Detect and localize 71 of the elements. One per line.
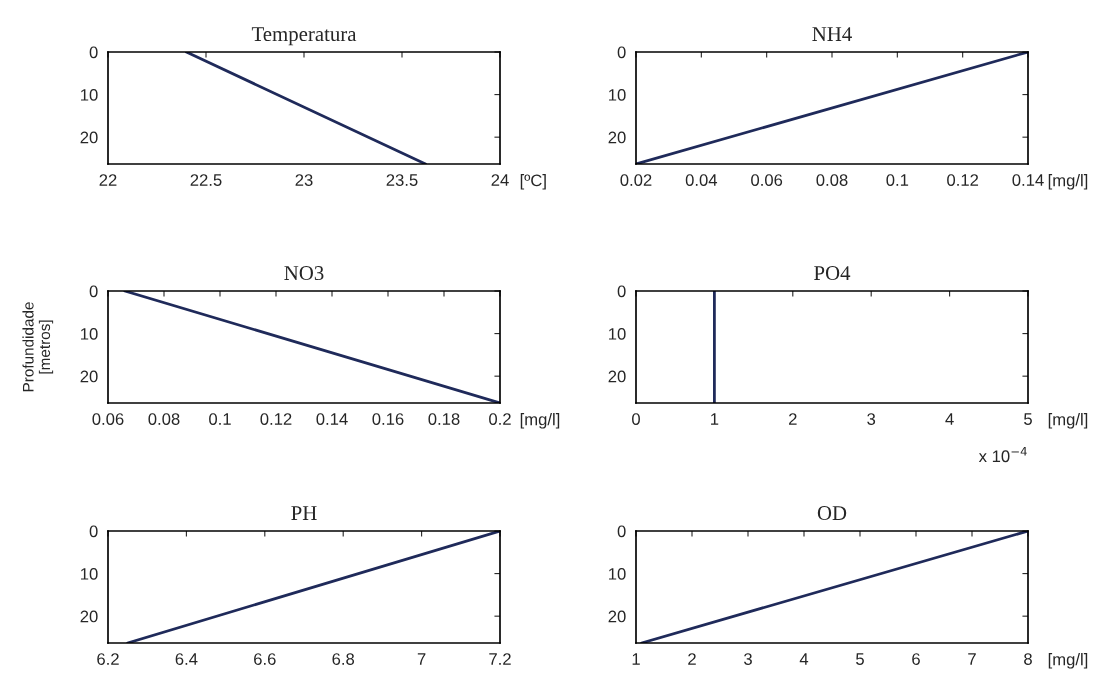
chart-title: PO4 <box>814 266 851 281</box>
x-tick-label: 6.6 <box>254 653 276 665</box>
y-tick-label: 20 <box>608 370 626 383</box>
y-tick-label: 0 <box>89 525 98 538</box>
x-tick-label: 6 <box>912 653 920 665</box>
x-tick-label: 1 <box>711 413 719 425</box>
y-tick-label: 20 <box>80 370 98 383</box>
x-tick-label: 0.02 <box>620 174 652 186</box>
text: x 10$^{−4}$ <box>978 447 1027 463</box>
y-tick-label: 10 <box>609 88 626 101</box>
x-tick-label: 5 <box>856 653 864 665</box>
x-tick-label: 0.14 <box>316 413 348 425</box>
x-tick-label: 0.14 <box>1012 174 1044 186</box>
x-tick-label: 5 <box>1024 413 1032 425</box>
x-tick-label: 0.1 <box>886 174 909 186</box>
x-tick-label: 4 <box>945 413 954 425</box>
x-axis-title: [mg/l] <box>1048 413 1088 429</box>
y-tick-label: 0 <box>89 46 98 59</box>
y-tick-label: 20 <box>608 610 626 623</box>
x-tick-label: 3 <box>744 653 752 665</box>
x-tick-label: 24 <box>491 174 509 186</box>
x-tick-label: 3 <box>867 413 876 425</box>
x-tick-label: 0.16 <box>372 413 404 425</box>
x-tick-label: 0 <box>632 413 640 425</box>
x-tick-label: 0.2 <box>489 413 511 425</box>
x-tick-label: 1 <box>632 653 640 665</box>
chart-title: NH4 <box>812 27 852 41</box>
y-tick-label: 0 <box>617 46 626 59</box>
x-tick-label: 23 <box>295 174 313 186</box>
x-tick-label: 7.2 <box>489 653 511 665</box>
y-tick-label: 0 <box>617 285 626 298</box>
x-axis-title: [mg/l] <box>1048 653 1088 669</box>
x-tick-label: 2 <box>688 653 696 665</box>
y-tick-label: 20 <box>80 610 98 623</box>
x-axis-title: [ºC] <box>520 174 546 190</box>
y-tick-label: 20 <box>608 131 626 144</box>
chart-title: OD <box>817 506 847 521</box>
x-tick-label: 0.06 <box>751 174 783 186</box>
y-tick-label: 10 <box>609 567 626 580</box>
x-tick-label: 0.12 <box>947 174 979 186</box>
x-tick-label: 0.1 <box>209 413 231 425</box>
y-tick-label: 10 <box>81 327 98 340</box>
x-axis-title: [mg/l] <box>520 413 560 429</box>
y-axis-title: Profundidade [metros] <box>22 302 54 392</box>
x-tick-label: 0.18 <box>428 413 460 425</box>
y-tick-label: 0 <box>89 285 98 298</box>
x-tick-label: 6.8 <box>332 653 355 665</box>
x-axis-title: [mg/l] <box>1048 174 1088 190</box>
x-tick-label: 6.2 <box>97 653 119 665</box>
x-tick-label: 22.5 <box>190 174 222 186</box>
chart-title: PH <box>291 506 317 520</box>
x-tick-label: 0.04 <box>685 174 718 186</box>
y-tick-label: 10 <box>81 567 98 580</box>
x-tick-label: 0.08 <box>148 413 180 425</box>
x-tick-label: 7 <box>968 653 976 665</box>
x-tick-label: 2 <box>789 413 797 425</box>
x-tick-label: 8 <box>1024 653 1032 665</box>
x-tick-label: 7 <box>417 653 426 665</box>
x-tick-label: 22 <box>99 174 117 186</box>
x-tick-label: 23.5 <box>386 174 418 186</box>
chart-title: Temperatura <box>251 27 357 46</box>
x-tick-label: 0.12 <box>260 413 292 425</box>
x-tick-label: 0.06 <box>92 413 124 425</box>
x-tick-label: 6.4 <box>175 653 198 665</box>
chart-title: NO3 <box>284 266 324 281</box>
y-tick-label: 10 <box>81 88 98 101</box>
y-tick-label: 20 <box>80 131 98 144</box>
y-tick-label: 10 <box>609 327 626 340</box>
x-tick-label: 0.08 <box>816 174 848 186</box>
x-tick-label: 4 <box>799 653 809 665</box>
y-tick-label: 0 <box>617 525 626 538</box>
